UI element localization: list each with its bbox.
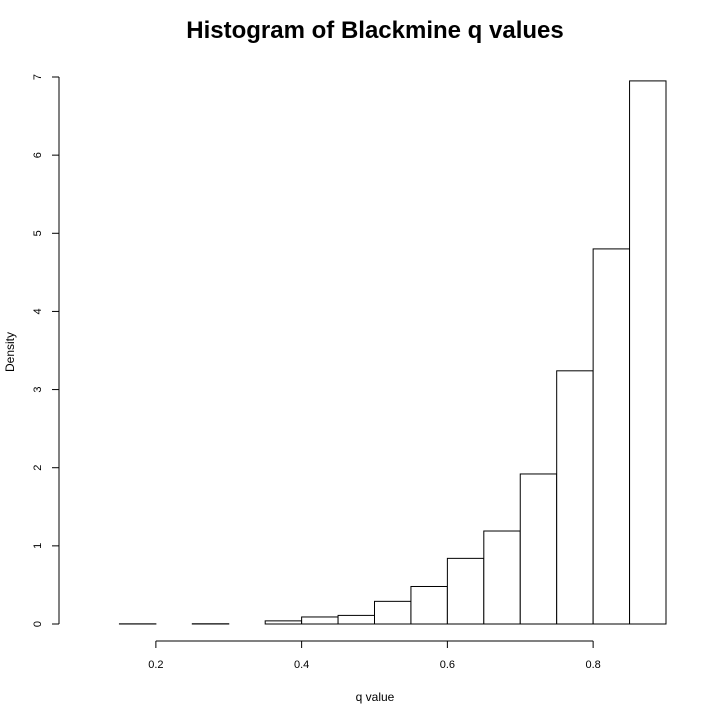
y-tick-label-0: 0 [32, 621, 44, 627]
histogram-bar-10 [446, 557, 485, 625]
x-tick-label-2: 0.6 [440, 659, 455, 671]
y-axis-label: Density [3, 332, 17, 372]
histogram-bar-14 [592, 248, 631, 625]
y-tick-label-7: 7 [32, 74, 44, 80]
x-tick-label-3: 0.8 [585, 659, 600, 671]
histogram-bar-12 [519, 473, 558, 625]
histogram-bar-11 [483, 530, 521, 625]
histogram-bar-5 [264, 620, 303, 625]
histogram-bar-7 [337, 614, 375, 625]
y-tick-label-1: 1 [32, 543, 44, 549]
x-axis-label: q value [356, 690, 395, 704]
y-tick-label-6: 6 [32, 152, 44, 158]
y-tick-label-4: 4 [32, 308, 44, 314]
histogram-bar-9 [410, 585, 448, 625]
x-tick-label-1: 0.4 [294, 659, 309, 671]
bars-group [118, 80, 667, 625]
histogram-bar-8 [374, 600, 412, 625]
histogram-bar-13 [556, 370, 594, 625]
chart-title: Histogram of Blackmine q values [186, 17, 563, 44]
y-tick-label-3: 3 [32, 387, 44, 393]
histogram-bar-15 [629, 80, 667, 625]
y-tick-label-2: 2 [32, 465, 44, 471]
histogram-bar-6 [301, 616, 339, 625]
x-tick-label-0: 0.2 [148, 659, 163, 671]
y-tick-label-5: 5 [32, 230, 44, 236]
y-axis: 0 1 2 3 4 5 6 7 [32, 74, 60, 627]
x-axis: 0.2 0.4 0.6 0.8 [148, 640, 601, 671]
